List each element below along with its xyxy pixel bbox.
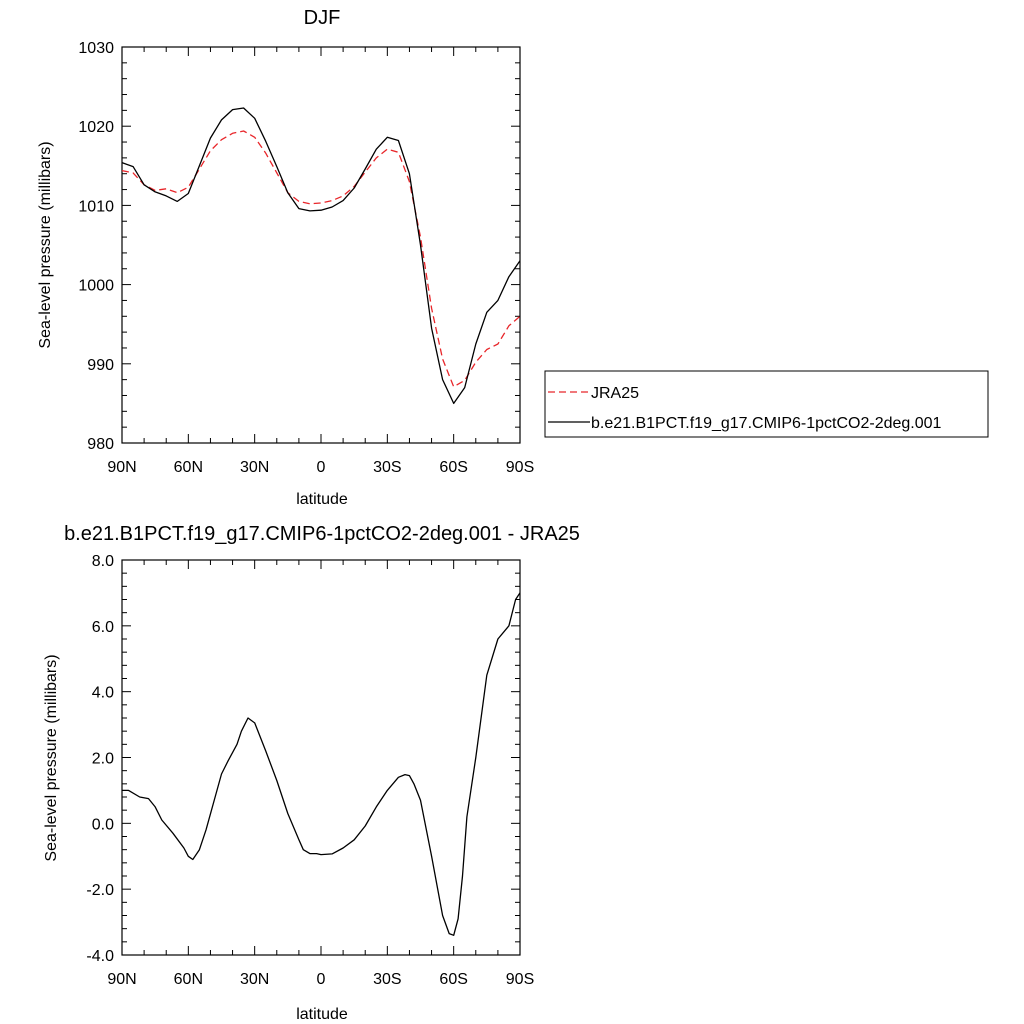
y-tick-label: -4.0 (86, 948, 114, 965)
chart-bottom-panel: b.e21.B1PCT.f19_g17.CMIP6-1pctCO2-2deg.0… (43, 523, 580, 1023)
x-tick-label: 60N (174, 459, 203, 476)
x-axis-label: latitude (296, 491, 348, 508)
series-line-jra25 (121, 130, 521, 388)
legend-label-jra25: JRA25 (591, 385, 639, 402)
series-line-difference (122, 592, 521, 936)
y-tick-label: 0.0 (92, 816, 114, 833)
x-tick-label: 90N (107, 459, 136, 476)
legend: JRA25 b.e21.B1PCT.f19_g17.CMIP6-1pctCO2-… (544, 370, 989, 438)
series-lines (122, 592, 521, 936)
x-tick-label: 0 (317, 971, 326, 988)
x-tick-label: 30N (240, 971, 269, 988)
y-tick-label: 6.0 (92, 619, 114, 636)
x-tick-label: 0 (317, 459, 326, 476)
y-tick-label: 1000 (78, 278, 114, 295)
y-tick-label: 1020 (78, 119, 114, 136)
x-tick-label: 90S (506, 971, 534, 988)
y-tick-label: -2.0 (86, 882, 114, 899)
x-tick-label: 30S (373, 971, 401, 988)
y-tick-label: 980 (87, 436, 114, 453)
x-tick-label: 60N (174, 971, 203, 988)
y-tick-label: 990 (87, 357, 114, 374)
y-tick-label: 4.0 (92, 685, 114, 702)
y-axis-label: Sea-level pressure (millibars) (43, 654, 60, 861)
axis-ticks: 90N 60N 30N 0 30S 60S 90S 980 990 1000 1010 1020 103… (78, 40, 534, 476)
x-tick-label: 30N (240, 459, 269, 476)
chart-top-panel: DJF 90N 60N 30N 0 30S 60S 90S 980 990 1000 1010 102… (37, 7, 989, 508)
y-tick-label: 1010 (78, 198, 114, 215)
x-tick-label: 90S (506, 459, 534, 476)
legend-box (544, 370, 989, 438)
y-tick-label: 1030 (78, 40, 114, 57)
legend-label-model: b.e21.B1PCT.f19_g17.CMIP6-1pctCO2-2deg.0… (591, 415, 942, 432)
y-tick-label: 8.0 (92, 553, 114, 570)
chart-title: b.e21.B1PCT.f19_g17.CMIP6-1pctCO2-2deg.0… (64, 523, 580, 545)
x-axis-label: latitude (296, 1006, 348, 1023)
y-axis-label: Sea-level pressure (millibars) (37, 141, 54, 348)
x-tick-label: 30S (373, 459, 401, 476)
axis-ticks: 90N 60N 30N 0 30S 60S 90S -4.0 -2.0 0.0 2.0 4.0 6.0 8… (86, 553, 534, 988)
chart-title: DJF (304, 7, 341, 29)
series-line-model (121, 107, 521, 405)
series-lines (121, 107, 521, 405)
x-tick-label: 60S (439, 459, 467, 476)
y-tick-label: 2.0 (92, 751, 114, 768)
x-tick-label: 90N (107, 971, 136, 988)
x-tick-label: 60S (439, 971, 467, 988)
